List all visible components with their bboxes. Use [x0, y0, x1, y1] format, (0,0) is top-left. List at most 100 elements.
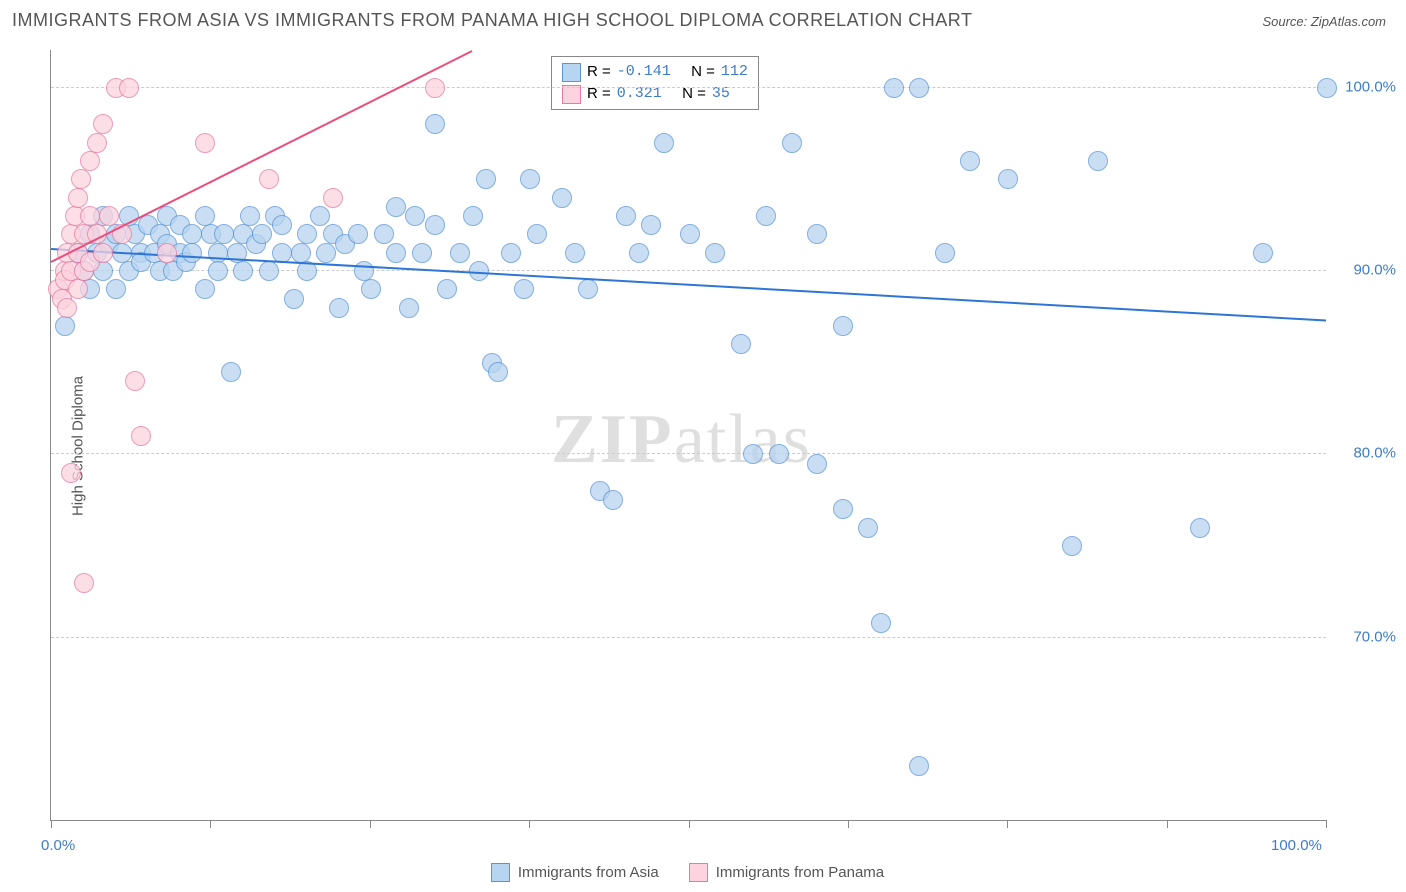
data-point-panama: [80, 206, 100, 226]
series-legend: Immigrants from Asia Immigrants from Pan…: [50, 863, 1325, 882]
x-tick: [1167, 820, 1168, 828]
data-point-asia: [743, 444, 763, 464]
data-point-asia: [871, 613, 891, 633]
data-point-asia: [1062, 536, 1082, 556]
data-point-asia: [807, 454, 827, 474]
y-tick-label: 80.0%: [1336, 445, 1396, 462]
data-point-panama: [71, 169, 91, 189]
data-point-asia: [361, 279, 381, 299]
y-tick-label: 70.0%: [1336, 628, 1396, 645]
data-point-panama: [87, 133, 107, 153]
data-point-asia: [272, 215, 292, 235]
data-point-panama: [57, 298, 77, 318]
data-point-asia: [603, 490, 623, 510]
data-point-asia: [654, 133, 674, 153]
data-point-asia: [1190, 518, 1210, 538]
data-point-asia: [240, 206, 260, 226]
data-point-asia: [182, 224, 202, 244]
data-point-asia: [463, 206, 483, 226]
data-point-asia: [291, 243, 311, 263]
data-point-panama: [93, 243, 113, 263]
data-point-asia: [310, 206, 330, 226]
data-point-asia: [221, 362, 241, 382]
data-point-asia: [807, 224, 827, 244]
swatch-asia-icon: [491, 863, 510, 882]
data-point-asia: [909, 78, 929, 98]
data-point-panama: [74, 573, 94, 593]
n-value-asia: 112: [721, 61, 748, 83]
data-point-panama: [99, 206, 119, 226]
data-point-asia: [501, 243, 521, 263]
data-point-asia: [705, 243, 725, 263]
data-point-asia: [935, 243, 955, 263]
source-attribution: Source: ZipAtlas.com: [1262, 14, 1386, 29]
data-point-asia: [284, 289, 304, 309]
x-tick-label: 0.0%: [41, 837, 75, 854]
x-tick-label: 100.0%: [1271, 837, 1322, 854]
data-point-asia: [106, 279, 126, 299]
legend-item-panama: Immigrants from Panama: [689, 863, 884, 882]
x-tick: [1007, 820, 1008, 828]
data-point-panama: [157, 243, 177, 263]
legend-item-asia: Immigrants from Asia: [491, 863, 659, 882]
chart-container: IMMIGRANTS FROM ASIA VS IMMIGRANTS FROM …: [0, 0, 1406, 892]
data-point-asia: [195, 206, 215, 226]
data-point-asia: [488, 362, 508, 382]
data-point-panama: [68, 188, 88, 208]
data-point-asia: [998, 169, 1018, 189]
data-point-panama: [425, 78, 445, 98]
data-point-asia: [252, 224, 272, 244]
gridline: [51, 453, 1326, 454]
data-point-panama: [323, 188, 343, 208]
data-point-panama: [93, 114, 113, 134]
data-point-asia: [195, 279, 215, 299]
data-point-asia: [55, 316, 75, 336]
data-point-asia: [769, 444, 789, 464]
data-point-panama: [125, 371, 145, 391]
data-point-asia: [731, 334, 751, 354]
x-tick: [1326, 820, 1327, 828]
data-point-asia: [833, 499, 853, 519]
swatch-asia-icon: [562, 63, 581, 82]
watermark: ZIPatlas: [551, 400, 812, 480]
data-point-asia: [960, 151, 980, 171]
data-point-panama: [259, 169, 279, 189]
data-point-asia: [616, 206, 636, 226]
data-point-asia: [909, 756, 929, 776]
x-tick: [370, 820, 371, 828]
gridline: [51, 87, 1326, 88]
data-point-asia: [578, 279, 598, 299]
data-point-asia: [425, 215, 445, 235]
correlation-legend: R = -0.141 N = 112 R = 0.321 N = 35: [551, 56, 759, 110]
data-point-asia: [405, 206, 425, 226]
data-point-panama: [80, 151, 100, 171]
chart-title: IMMIGRANTS FROM ASIA VS IMMIGRANTS FROM …: [12, 10, 972, 31]
data-point-asia: [1317, 78, 1337, 98]
data-point-asia: [354, 261, 374, 281]
r-value-asia: -0.141: [617, 61, 671, 83]
data-point-asia: [641, 215, 661, 235]
data-point-asia: [425, 114, 445, 134]
data-point-asia: [565, 243, 585, 263]
data-point-asia: [476, 169, 496, 189]
y-tick-label: 100.0%: [1336, 78, 1396, 95]
data-point-asia: [1253, 243, 1273, 263]
data-point-asia: [629, 243, 649, 263]
data-point-asia: [348, 224, 368, 244]
data-point-panama: [195, 133, 215, 153]
data-point-asia: [386, 197, 406, 217]
data-point-panama: [119, 78, 139, 98]
data-point-asia: [297, 224, 317, 244]
data-point-asia: [374, 224, 394, 244]
x-tick: [848, 820, 849, 828]
gridline: [51, 637, 1326, 638]
legend-row-asia: R = -0.141 N = 112: [562, 61, 748, 83]
data-point-asia: [527, 224, 547, 244]
data-point-asia: [412, 243, 432, 263]
data-point-asia: [514, 279, 534, 299]
n-label: N =: [691, 61, 715, 83]
data-point-asia: [329, 298, 349, 318]
data-point-asia: [858, 518, 878, 538]
data-point-asia: [386, 243, 406, 263]
x-tick: [210, 820, 211, 828]
